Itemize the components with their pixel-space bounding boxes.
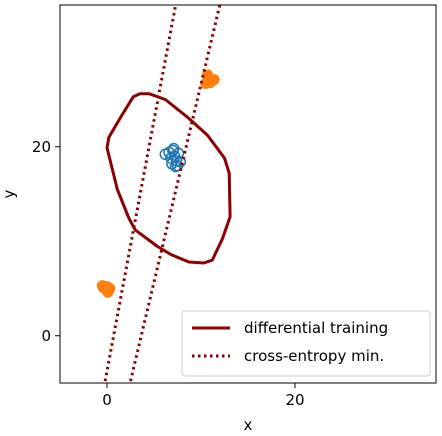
- y-axis-label: y: [0, 189, 18, 198]
- data-point-3-11: [171, 159, 184, 172]
- legend-label-differential-training: differential training: [244, 319, 388, 337]
- legend: differential training cross-entropy min.: [181, 310, 431, 377]
- legend-label-cross-entropy: cross-entropy min.: [244, 347, 384, 365]
- y-tick-label: 0: [41, 327, 51, 345]
- data-point-2-12: [202, 69, 214, 81]
- legend-box: [181, 310, 431, 377]
- data-point-2-6: [97, 282, 109, 294]
- data-point-3-9: [166, 158, 178, 170]
- cross-entropy-boundary-line-0: [103, 5, 178, 382]
- y-tick-label: 20: [32, 138, 51, 156]
- plot-frame: [59, 4, 437, 384]
- x-tick-label: 20: [285, 391, 304, 409]
- x-tick-label: 0: [102, 391, 112, 409]
- differential-training-curve: [105, 92, 232, 265]
- data-point-3-10: [167, 142, 180, 155]
- x-axis-label: x: [244, 416, 253, 434]
- cross-entropy-boundary-line-1: [129, 5, 222, 382]
